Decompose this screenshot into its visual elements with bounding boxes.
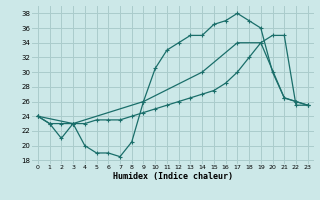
X-axis label: Humidex (Indice chaleur): Humidex (Indice chaleur) <box>113 172 233 181</box>
